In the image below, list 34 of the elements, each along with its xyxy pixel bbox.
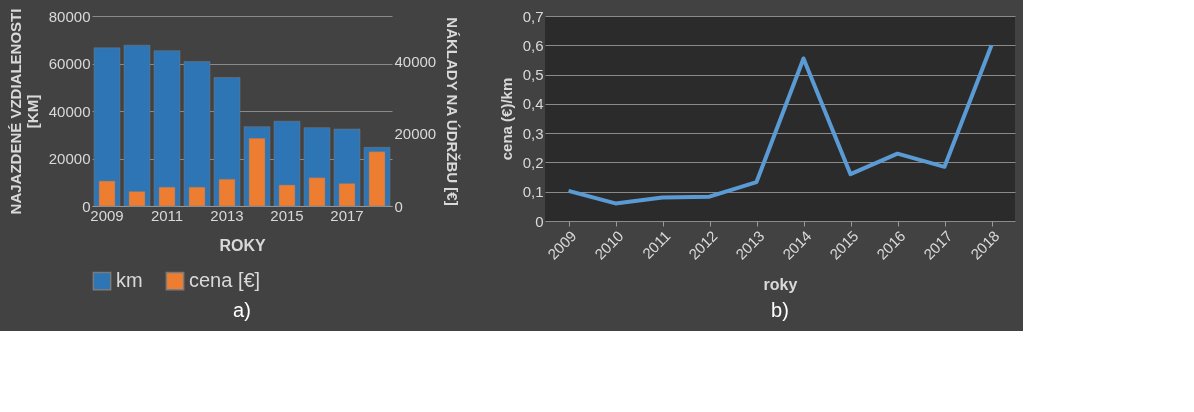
y-tick-label: 0,2 bbox=[522, 153, 544, 171]
y-tick-label: 80000 bbox=[48, 7, 91, 25]
y2-tick-label: 20000 bbox=[394, 125, 437, 143]
x-tick-label: 2017 bbox=[330, 206, 364, 224]
y-tick-label: 0,4 bbox=[522, 95, 544, 113]
x-tick-label: 2011 bbox=[150, 206, 184, 224]
y-axis-title: cena (€)/km bbox=[497, 77, 515, 161]
bar bbox=[123, 44, 151, 207]
x-axis-title: ROKY bbox=[219, 236, 266, 254]
x-tick-label: 2015 bbox=[270, 206, 304, 224]
y-tick-label: 60000 bbox=[48, 55, 91, 72]
y-tick-label: 40000 bbox=[48, 102, 91, 120]
y-axis-title: NAJAZDENÉ VZDIALENOSTI [KM] bbox=[6, 8, 41, 215]
x-tick-label: 2009 bbox=[90, 206, 124, 224]
legend-label: km bbox=[116, 269, 143, 292]
y-tick-label: 0,7 bbox=[522, 7, 544, 25]
y-tick-label: 20000 bbox=[48, 150, 91, 167]
legend-label: cena [€] bbox=[189, 269, 261, 292]
bar bbox=[153, 50, 181, 207]
text: a) bbox=[233, 299, 251, 321]
bar bbox=[183, 61, 211, 207]
y-tick-label: 0 bbox=[82, 197, 91, 215]
y-tick-label: 0,5 bbox=[522, 66, 544, 84]
x-tick-label: 2013 bbox=[210, 206, 244, 224]
y-tick-label: 0,6 bbox=[522, 36, 544, 54]
y-tick-label: 0 bbox=[535, 212, 544, 230]
line-series bbox=[566, 43, 994, 206]
y-tick-label: 0,3 bbox=[522, 124, 544, 142]
y2-axis-title: NÁKLADY NA ÚDRŽBU [€] bbox=[444, 17, 462, 206]
text: b) bbox=[771, 299, 789, 321]
y2-tick-label: 40000 bbox=[394, 52, 437, 70]
y-tick-label: 0,1 bbox=[522, 183, 544, 201]
y2-tick-label: 0 bbox=[394, 197, 403, 215]
x-axis-title: roky bbox=[763, 275, 798, 293]
